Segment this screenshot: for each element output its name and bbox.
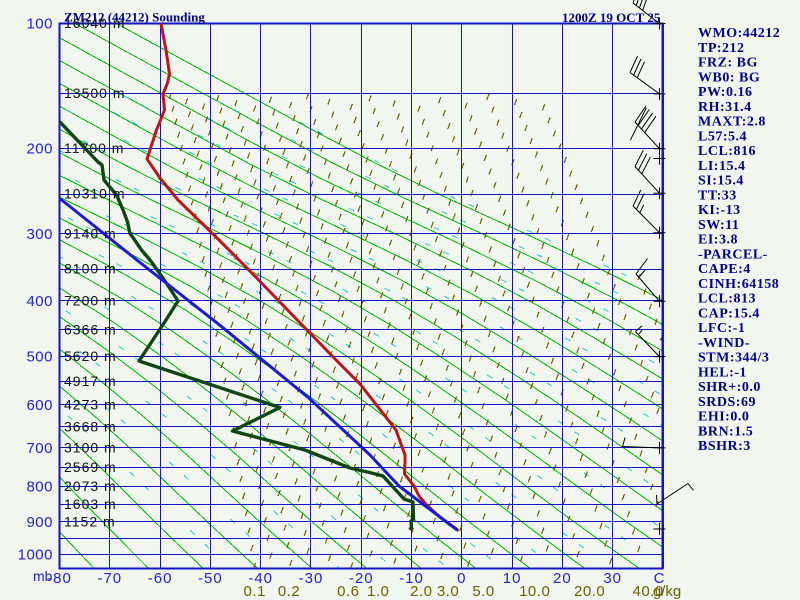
svg-text:C: C [654, 570, 665, 587]
svg-text:SRDS:69: SRDS:69 [698, 395, 756, 410]
svg-text:SW:11: SW:11 [698, 218, 739, 233]
svg-text:2073 m: 2073 m [64, 478, 117, 494]
svg-text:TT:33: TT:33 [698, 188, 737, 203]
svg-text:10: 10 [503, 570, 522, 587]
svg-text:30: 30 [603, 570, 622, 587]
svg-text:PW:0.16: PW:0.16 [698, 85, 752, 100]
svg-text:HEL:-1: HEL:-1 [698, 365, 747, 380]
svg-text:400: 400 [26, 293, 53, 310]
svg-text:2569 m: 2569 m [64, 459, 117, 475]
svg-text:-70: -70 [97, 570, 122, 587]
svg-text:CAP:15.4: CAP:15.4 [698, 306, 760, 321]
svg-text:mb: mb [33, 568, 53, 584]
svg-text:LCL:816: LCL:816 [698, 144, 756, 159]
svg-text:20: 20 [553, 570, 572, 587]
svg-text:600: 600 [26, 397, 53, 414]
svg-text:6366 m: 6366 m [64, 321, 117, 337]
svg-text:1152 m: 1152 m [64, 513, 116, 529]
svg-text:10.0: 10.0 [519, 583, 550, 600]
svg-text:g/kg: g/kg [653, 583, 681, 600]
svg-text:4917 m: 4917 m [64, 373, 117, 389]
svg-text:EI:3.8: EI:3.8 [698, 233, 738, 248]
svg-text:13500 m: 13500 m [64, 85, 125, 101]
svg-text:10310 m: 10310 m [64, 186, 125, 202]
svg-text:-PARCEL-: -PARCEL- [698, 247, 768, 262]
svg-text:SHR+:0.0: SHR+:0.0 [698, 380, 761, 395]
svg-text:20.0: 20.0 [574, 583, 605, 600]
svg-text:EHI:0.0: EHI:0.0 [698, 410, 749, 425]
svg-text:ZM212 (44212) Sounding: ZM212 (44212) Sounding [64, 10, 205, 25]
svg-text:1.0: 1.0 [367, 583, 389, 600]
svg-text:1603 m: 1603 m [64, 496, 117, 512]
svg-text:STM:344/3: STM:344/3 [698, 351, 769, 366]
svg-text:100: 100 [26, 16, 53, 33]
svg-text:7200 m: 7200 m [64, 292, 117, 308]
svg-text:CINH:64158: CINH:64158 [698, 277, 779, 292]
svg-text:MAXT:2.8: MAXT:2.8 [698, 115, 766, 130]
svg-text:FRZ: BG: FRZ: BG [698, 56, 758, 71]
svg-text:500: 500 [26, 349, 53, 366]
svg-text:16040 m: 16040 m [64, 15, 125, 31]
svg-text:5.0: 5.0 [472, 583, 494, 600]
svg-text:CAPE:4: CAPE:4 [698, 262, 751, 277]
svg-text:0.1: 0.1 [244, 583, 266, 600]
svg-text:9140 m: 9140 m [64, 225, 117, 241]
svg-text:TP:212: TP:212 [698, 41, 745, 56]
svg-text:RH:31.4: RH:31.4 [698, 100, 752, 115]
svg-text:-80: -80 [47, 570, 72, 587]
svg-text:SI:15.4: SI:15.4 [698, 174, 744, 189]
svg-text:0.6: 0.6 [337, 583, 359, 600]
svg-text:WB0: BG: WB0: BG [698, 71, 760, 86]
svg-text:3100 m: 3100 m [64, 439, 117, 455]
svg-text:1000: 1000 [18, 547, 53, 564]
svg-text:900: 900 [26, 514, 53, 531]
svg-text:4273 m: 4273 m [64, 396, 117, 412]
svg-text:KI:-13: KI:-13 [698, 203, 741, 218]
svg-text:-50: -50 [198, 570, 223, 587]
svg-text:-10: -10 [399, 570, 424, 587]
svg-text:11700 m: 11700 m [64, 140, 124, 156]
svg-text:3668 m: 3668 m [64, 418, 117, 434]
svg-text:-40: -40 [248, 570, 273, 587]
svg-text:40.0: 40.0 [632, 583, 663, 600]
svg-text:BSHR:3: BSHR:3 [698, 439, 751, 454]
svg-text:WMO:44212: WMO:44212 [698, 26, 780, 41]
svg-text:3.0: 3.0 [437, 583, 459, 600]
svg-text:800: 800 [26, 479, 53, 496]
svg-text:1200Z 19 OCT 25: 1200Z 19 OCT 25 [562, 10, 661, 25]
svg-text:LI:15.4: LI:15.4 [698, 159, 745, 174]
svg-text:5620 m: 5620 m [64, 348, 117, 364]
svg-text:-60: -60 [148, 570, 173, 587]
svg-text:L57:5.4: L57:5.4 [698, 129, 747, 144]
svg-text:-WIND-: -WIND- [698, 336, 750, 351]
svg-text:0.2: 0.2 [278, 583, 300, 600]
svg-text:700: 700 [26, 440, 53, 457]
svg-text:300: 300 [26, 226, 53, 243]
svg-text:LFC:-1: LFC:-1 [698, 321, 745, 336]
svg-text:BRN:1.5: BRN:1.5 [698, 424, 753, 439]
svg-text:LCL:813: LCL:813 [698, 292, 756, 307]
svg-text:-30: -30 [299, 570, 324, 587]
svg-text:0: 0 [457, 570, 466, 587]
svg-text:8100 m: 8100 m [64, 261, 117, 277]
svg-text:-20: -20 [349, 570, 374, 587]
svg-text:2.0: 2.0 [410, 583, 432, 600]
svg-text:200: 200 [26, 140, 53, 157]
